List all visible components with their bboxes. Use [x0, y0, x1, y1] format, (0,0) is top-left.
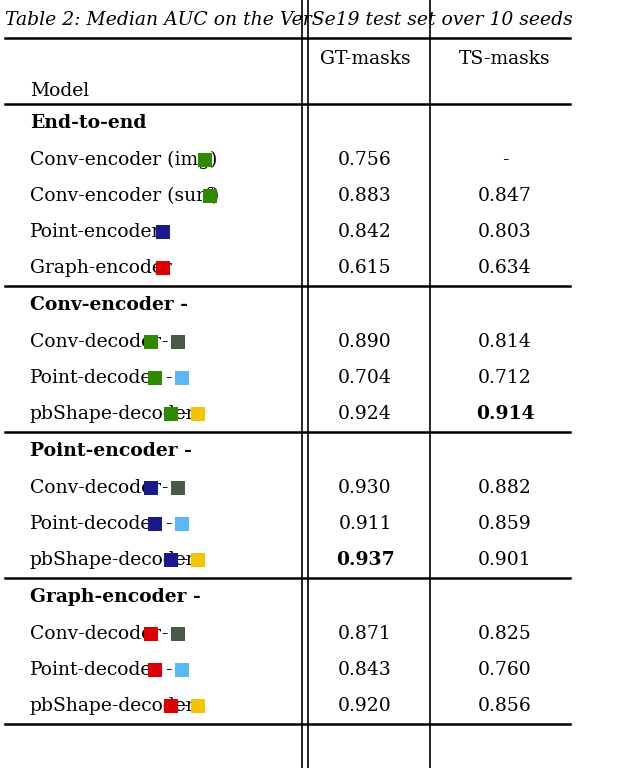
- Bar: [171, 335, 185, 349]
- Text: Conv-decoder: Conv-decoder: [30, 479, 161, 497]
- Text: GT-masks: GT-masks: [320, 50, 410, 68]
- Text: 0.890: 0.890: [338, 333, 392, 351]
- Text: Point-encoder: Point-encoder: [30, 223, 161, 241]
- Text: -: -: [161, 479, 168, 497]
- Text: 0.615: 0.615: [338, 259, 392, 277]
- Text: 0.871: 0.871: [338, 625, 392, 643]
- Text: 0.825: 0.825: [478, 625, 532, 643]
- Text: End-to-end: End-to-end: [30, 114, 147, 132]
- Text: 0.914: 0.914: [476, 405, 534, 423]
- Text: -: -: [502, 151, 508, 169]
- Text: pbShape-decoder: pbShape-decoder: [30, 697, 196, 715]
- Bar: [164, 553, 178, 567]
- Text: Conv-decoder: Conv-decoder: [30, 333, 161, 351]
- Text: Conv-encoder (img): Conv-encoder (img): [30, 151, 218, 169]
- Bar: [164, 407, 178, 421]
- Bar: [175, 517, 189, 531]
- Text: -: -: [165, 661, 172, 679]
- Text: -: -: [165, 369, 172, 387]
- Text: 0.756: 0.756: [338, 151, 392, 169]
- Bar: [175, 371, 189, 385]
- Text: pbShape-decoder: pbShape-decoder: [30, 551, 196, 569]
- Text: 0.901: 0.901: [478, 551, 532, 569]
- Text: 0.883: 0.883: [338, 187, 392, 205]
- Bar: [148, 663, 162, 677]
- Bar: [164, 699, 178, 713]
- Text: 0.803: 0.803: [478, 223, 532, 241]
- Text: Point-decoder: Point-decoder: [30, 369, 161, 387]
- Text: -: -: [181, 551, 188, 569]
- Text: 0.859: 0.859: [478, 515, 532, 533]
- Text: 0.704: 0.704: [338, 369, 392, 387]
- Bar: [144, 335, 158, 349]
- Text: Conv-encoder -: Conv-encoder -: [30, 296, 188, 314]
- Text: TS-masks: TS-masks: [459, 50, 551, 68]
- Bar: [191, 407, 205, 421]
- Text: Point-encoder -: Point-encoder -: [30, 442, 192, 460]
- Text: -: -: [165, 515, 172, 533]
- Text: Conv-decoder: Conv-decoder: [30, 625, 161, 643]
- Text: -: -: [161, 625, 168, 643]
- Bar: [156, 225, 170, 239]
- Text: 0.937: 0.937: [336, 551, 394, 569]
- Bar: [148, 517, 162, 531]
- Text: Point-decoder: Point-decoder: [30, 661, 161, 679]
- Bar: [156, 261, 170, 275]
- Text: 0.843: 0.843: [338, 661, 392, 679]
- Text: -: -: [181, 697, 188, 715]
- Bar: [171, 627, 185, 641]
- Text: Graph-encoder: Graph-encoder: [30, 259, 172, 277]
- Bar: [203, 189, 217, 203]
- Text: Table 2: Median AUC on the VerSe19 test set over 10 seeds: Table 2: Median AUC on the VerSe19 test …: [5, 11, 573, 29]
- Text: Point-decoder: Point-decoder: [30, 515, 161, 533]
- Text: Conv-encoder (surf): Conv-encoder (surf): [30, 187, 220, 205]
- Bar: [144, 627, 158, 641]
- Bar: [148, 371, 162, 385]
- Text: 0.634: 0.634: [478, 259, 532, 277]
- Text: 0.930: 0.930: [338, 479, 392, 497]
- Text: 0.924: 0.924: [338, 405, 392, 423]
- Text: Model: Model: [30, 82, 89, 100]
- Text: -: -: [181, 405, 188, 423]
- Text: 0.712: 0.712: [478, 369, 532, 387]
- Text: 0.911: 0.911: [339, 515, 392, 533]
- Bar: [171, 481, 185, 495]
- Bar: [198, 153, 212, 167]
- Text: 0.842: 0.842: [338, 223, 392, 241]
- Bar: [144, 481, 158, 495]
- Text: 0.920: 0.920: [338, 697, 392, 715]
- Bar: [191, 553, 205, 567]
- Bar: [175, 663, 189, 677]
- Text: 0.882: 0.882: [478, 479, 532, 497]
- Text: -: -: [161, 333, 168, 351]
- Text: 0.847: 0.847: [478, 187, 532, 205]
- Text: pbShape-decoder: pbShape-decoder: [30, 405, 196, 423]
- Text: 0.760: 0.760: [478, 661, 532, 679]
- Text: Graph-encoder -: Graph-encoder -: [30, 588, 201, 606]
- Text: 0.856: 0.856: [478, 697, 532, 715]
- Bar: [191, 699, 205, 713]
- Text: 0.814: 0.814: [478, 333, 532, 351]
